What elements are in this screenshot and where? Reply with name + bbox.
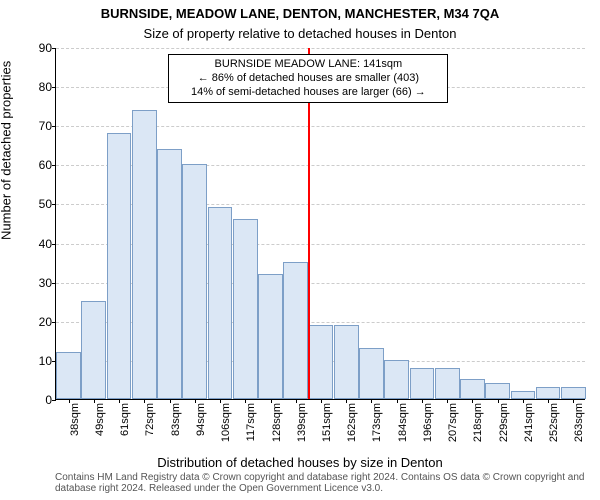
histogram-bar xyxy=(384,360,409,399)
histogram-bar xyxy=(359,348,384,399)
annotation-box: BURNSIDE MEADOW LANE: 141sqm← 86% of det… xyxy=(168,54,448,103)
ytick-label: 70 xyxy=(39,119,52,133)
y-axis-label: Number of detached properties xyxy=(0,61,14,240)
annotation-line: BURNSIDE MEADOW LANE: 141sqm xyxy=(175,58,441,72)
xtick-label: 252sqm xyxy=(548,403,560,442)
histogram-bar xyxy=(56,352,81,399)
histogram-bar xyxy=(182,164,207,399)
xtick-label: 173sqm xyxy=(371,403,383,442)
histogram-bar xyxy=(561,387,586,399)
ytick-mark xyxy=(52,87,56,88)
xtick-label: 72sqm xyxy=(144,403,156,436)
histogram-bar xyxy=(157,149,182,399)
ytick-mark xyxy=(52,204,56,205)
x-axis-label: Distribution of detached houses by size … xyxy=(0,455,600,470)
xtick-label: 218sqm xyxy=(472,403,484,442)
ytick-label: 10 xyxy=(39,354,52,368)
ytick-label: 20 xyxy=(39,315,52,329)
xtick-label: 207sqm xyxy=(447,403,459,442)
ytick-mark xyxy=(52,322,56,323)
ytick-mark xyxy=(52,126,56,127)
ytick-label: 90 xyxy=(39,41,52,55)
xtick-label: 184sqm xyxy=(397,403,409,442)
xtick-label: 61sqm xyxy=(119,403,131,436)
xtick-label: 83sqm xyxy=(170,403,182,436)
ytick-mark xyxy=(52,244,56,245)
xtick-label: 263sqm xyxy=(573,403,585,442)
histogram-bar xyxy=(283,262,308,399)
ytick-mark xyxy=(52,400,56,401)
chart-title-subtitle: Size of property relative to detached ho… xyxy=(0,26,600,41)
histogram-bar xyxy=(258,274,283,399)
histogram-bar xyxy=(107,133,132,399)
xtick-label: 139sqm xyxy=(296,403,308,442)
xtick-label: 229sqm xyxy=(498,403,510,442)
histogram-bar xyxy=(81,301,106,399)
annotation-line: 14% of semi-detached houses are larger (… xyxy=(175,86,441,100)
ytick-label: 0 xyxy=(45,393,52,407)
histogram-bar xyxy=(132,110,157,399)
ytick-label: 40 xyxy=(39,237,52,251)
xtick-label: 196sqm xyxy=(422,403,434,442)
xtick-label: 94sqm xyxy=(195,403,207,436)
xtick-label: 151sqm xyxy=(321,403,333,442)
histogram-bar xyxy=(536,387,561,399)
ytick-label: 50 xyxy=(39,197,52,211)
histogram-bar xyxy=(460,379,485,399)
xtick-label: 128sqm xyxy=(271,403,283,442)
histogram-bar xyxy=(511,391,536,399)
annotation-line: ← 86% of detached houses are smaller (40… xyxy=(175,72,441,86)
histogram-bar xyxy=(485,383,510,399)
ytick-mark xyxy=(52,283,56,284)
xtick-label: 117sqm xyxy=(245,403,257,441)
chart-title-address: BURNSIDE, MEADOW LANE, DENTON, MANCHESTE… xyxy=(0,6,600,21)
histogram-bar xyxy=(435,368,460,399)
histogram-bar xyxy=(233,219,258,399)
xtick-label: 49sqm xyxy=(94,403,106,436)
ytick-mark xyxy=(52,48,56,49)
histogram-bar xyxy=(309,325,334,399)
histogram-bar xyxy=(334,325,359,399)
ytick-mark xyxy=(52,165,56,166)
ytick-label: 80 xyxy=(39,80,52,94)
xtick-label: 241sqm xyxy=(523,403,535,442)
gridline xyxy=(56,48,585,49)
xtick-label: 106sqm xyxy=(220,403,232,442)
ytick-label: 60 xyxy=(39,158,52,172)
attribution-text: Contains HM Land Registry data © Crown c… xyxy=(55,472,590,494)
histogram-bar xyxy=(410,368,435,399)
ytick-label: 30 xyxy=(39,276,52,290)
xtick-label: 162sqm xyxy=(346,403,358,442)
chart-container: BURNSIDE, MEADOW LANE, DENTON, MANCHESTE… xyxy=(0,0,600,500)
histogram-bar xyxy=(208,207,233,399)
xtick-label: 38sqm xyxy=(69,403,81,436)
plot-area: 010203040506070809038sqm49sqm61sqm72sqm8… xyxy=(55,48,585,400)
